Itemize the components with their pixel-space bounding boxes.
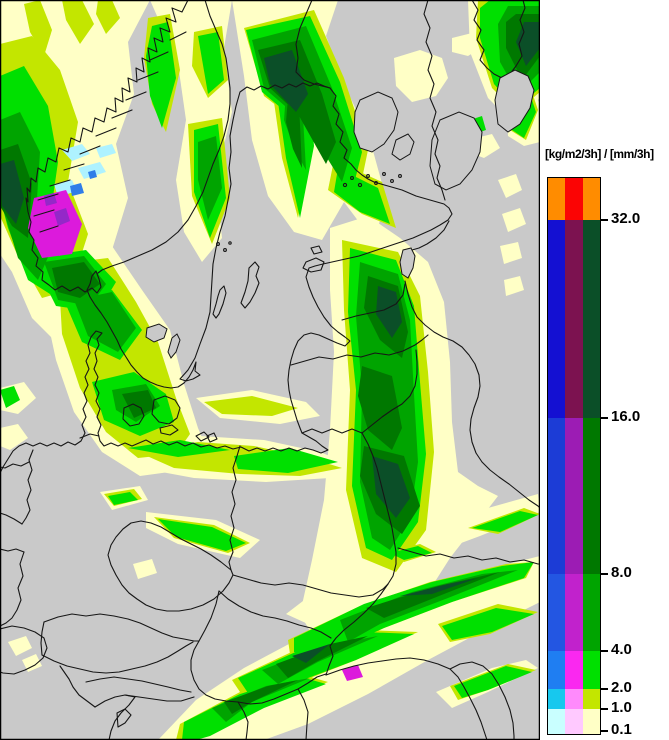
lakes-layer	[145, 69, 535, 359]
legend-band-color	[565, 418, 583, 574]
legend-band	[548, 178, 600, 220]
legend-band-color	[565, 178, 583, 220]
legend-tick: 1.0	[600, 699, 632, 716]
legend-band-color	[582, 709, 600, 734]
legend-band-color	[582, 689, 600, 709]
legend-band	[548, 651, 600, 689]
legend-title: [kg/m2/3h] / [mm/3h]	[545, 147, 654, 161]
legend-band	[548, 689, 600, 709]
legend-band-color	[565, 220, 583, 418]
legend-band-color	[548, 418, 566, 574]
legend-tick-label: 16.0	[611, 408, 641, 425]
legend-band-color	[548, 574, 566, 651]
legend-tick: 32.0	[600, 210, 640, 227]
legend-tick-label: 8.0	[611, 564, 632, 581]
legend-tick-label: 32.0	[611, 210, 641, 227]
legend-band-color	[565, 689, 583, 709]
coastline-layer	[0, 0, 526, 474]
legend-band-color	[582, 418, 600, 574]
legend-band	[548, 574, 600, 651]
legend-band	[548, 220, 600, 418]
legend-band-color	[548, 689, 566, 709]
precipitation-map	[0, 0, 540, 740]
legend-tick: 2.0	[600, 679, 632, 696]
legend-band	[548, 418, 600, 574]
legend-band-color	[582, 178, 600, 220]
legend-band-color	[582, 220, 600, 418]
legend-tick: 4.0	[600, 641, 632, 658]
precipitation-layer-snow	[28, 190, 363, 681]
legend-tick: 0.1	[600, 721, 632, 738]
legend-tick-label: 1.0	[611, 699, 632, 716]
borders-layer	[0, 0, 540, 740]
legend-tick-label: 0.1	[611, 721, 632, 738]
legend-tick: 16.0	[600, 408, 640, 425]
legend-band-color	[548, 709, 566, 734]
legend-band-color	[582, 574, 600, 651]
legend-tick: 8.0	[600, 564, 632, 581]
legend-tick-label: 2.0	[611, 679, 632, 696]
legend-band	[548, 709, 600, 734]
legend-ticks: 32.0 16.0 8.0 4.0 2.0 1.0 0.1	[600, 177, 668, 738]
islands-layer	[122, 172, 402, 443]
legend-band-color	[565, 574, 583, 651]
legend-band-color	[548, 220, 566, 418]
legend-tick-label: 4.0	[611, 641, 632, 658]
legend-band-color	[565, 709, 583, 734]
legend-band-color	[582, 651, 600, 689]
legend-band-color	[565, 651, 583, 689]
legend-colorbar	[547, 177, 601, 735]
legend-band-color	[548, 651, 566, 689]
legend-band-color	[548, 178, 566, 220]
